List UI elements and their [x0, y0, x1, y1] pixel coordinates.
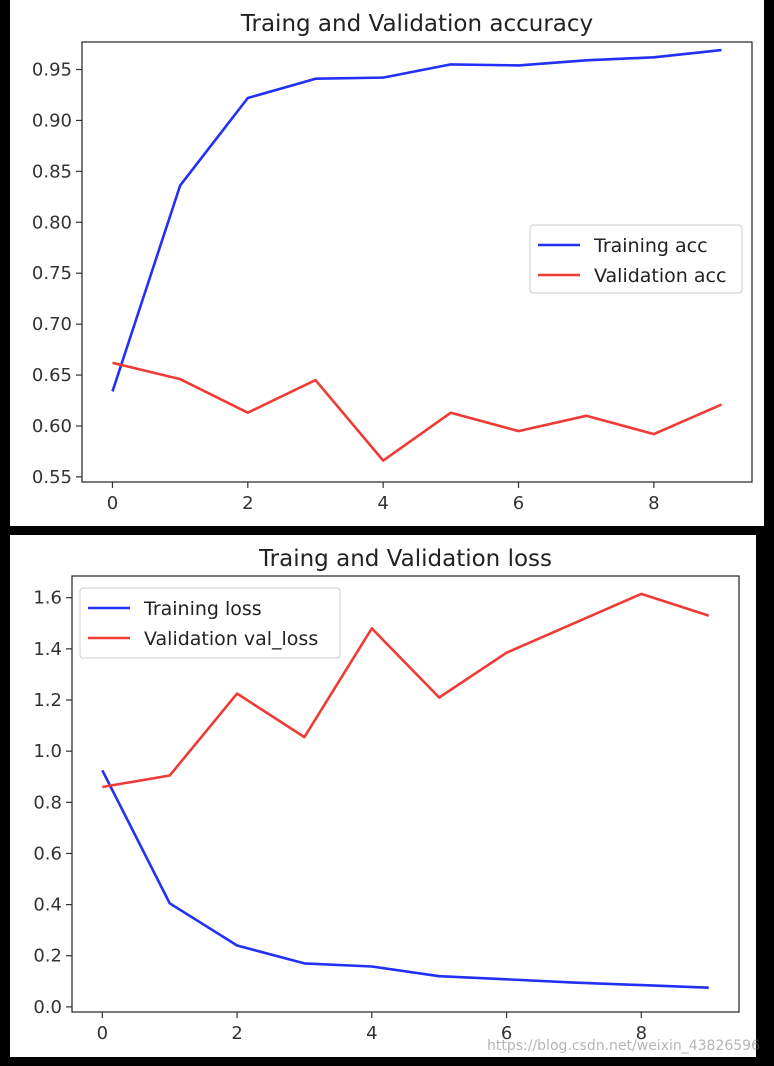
y-tick-label: 0.60 [32, 416, 72, 437]
y-tick-label: 1.0 [33, 741, 62, 762]
y-tick-label: 0.2 [33, 946, 62, 967]
y-tick-label: 1.4 [33, 639, 62, 660]
legend-box [79, 587, 341, 659]
chart-title: Traing and Validation accuracy [240, 11, 593, 37]
legend-label: Validation val_loss [144, 628, 318, 650]
loss-chart: Traing and Validation loss 0.0 0.2 0.4 0.6 0.… [33, 546, 740, 1044]
legend-label: Training loss [143, 598, 262, 620]
legend: Training acc Validation acc [529, 224, 743, 294]
y-tick-label: 1.2 [33, 690, 62, 711]
x-tick-label: 2 [242, 493, 253, 514]
y-tick-label: 0.75 [32, 263, 72, 284]
legend: Training loss Validation val_loss [79, 587, 341, 659]
y-tick-label: 0.95 [32, 60, 72, 81]
watermark-text: https://blog.csdn.net/weixin_43826596 [486, 1038, 760, 1054]
x-tick-label: 2 [231, 1023, 242, 1044]
x-tick-label: 0 [107, 493, 118, 514]
y-tick-label: 0.55 [32, 467, 72, 488]
series-line-acc-0 [111, 48, 722, 392]
legend-label: Training acc [593, 235, 708, 257]
x-tick-label: 4 [366, 1023, 377, 1044]
y-tick-label: 0.80 [32, 212, 72, 233]
accuracy-chart: Traing and Validation accuracy 0.55 0.60 0.… [32, 11, 753, 514]
series-line-loss-1 [102, 592, 710, 789]
legend-box [529, 224, 743, 294]
x-tick-label: 0 [97, 1023, 108, 1044]
x-tick-label: 8 [648, 493, 659, 514]
y-tick-label: 0.4 [33, 895, 62, 916]
series-line-loss-0 [101, 769, 709, 989]
y-tick-label: 0.65 [32, 365, 72, 386]
y-tick-label: 1.6 [33, 588, 62, 609]
y-tick-label: 0.70 [32, 314, 72, 335]
y-tick-label: 0.90 [32, 110, 72, 131]
x-tick-label: 4 [377, 493, 388, 514]
legend-label: Validation acc [594, 265, 726, 287]
y-tick-label: 0.8 [33, 792, 62, 813]
plot-frame [71, 575, 740, 1013]
accuracy-chart-panel: Traing and Validation accuracy 0.55 0.60 0.… [10, 0, 764, 526]
x-tick-label: 6 [513, 493, 524, 514]
y-tick-label: 0.85 [32, 161, 72, 182]
y-tick-label: 0.6 [33, 843, 62, 864]
x-tick-label: 6 [501, 1023, 512, 1044]
plot-frame [81, 41, 753, 483]
y-tick-label: 0.0 [33, 997, 62, 1018]
loss-chart-panel: Traing and Validation loss 0.0 0.2 0.4 0.6 0.… [10, 535, 756, 1057]
chart-title: Traing and Validation loss [258, 546, 552, 572]
series-line-acc-1 [112, 361, 723, 462]
x-tick-label: 8 [636, 1023, 647, 1044]
